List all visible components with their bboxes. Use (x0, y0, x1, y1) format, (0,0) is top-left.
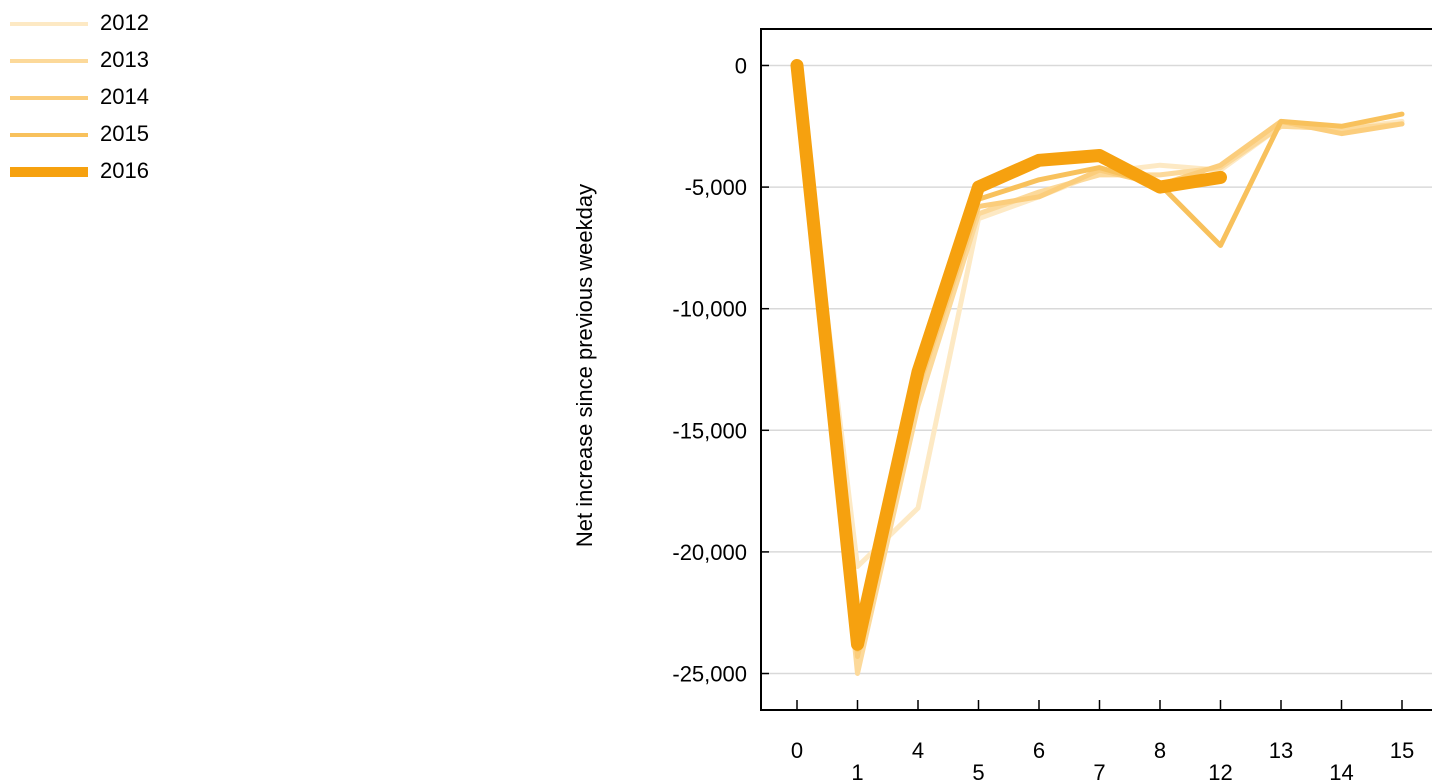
legend-swatch (10, 167, 88, 177)
y-tick-label-3: -15,000 (672, 418, 747, 443)
legend-item-2014: 2014 (10, 82, 210, 119)
legend-label: 2014 (100, 84, 149, 109)
legend-label: 2012 (100, 10, 149, 35)
y-tick-label-2: -10,000 (672, 297, 747, 322)
legend-item-2012: 2012 (10, 8, 210, 45)
legend-item-2016: 2016 (10, 156, 210, 193)
legend-label: 2016 (100, 158, 149, 183)
y-tick-label-5: -25,000 (672, 662, 747, 687)
x-tick-label-0: 0 (791, 738, 803, 763)
y-tick-label-1: -5,000 (685, 175, 747, 200)
chart-legend: 2012 2013 2014 2015 2016 (10, 8, 210, 193)
x-tick-label-7: 12 (1208, 760, 1232, 783)
x-tick-label-2: 4 (912, 738, 924, 763)
plot-frame (760, 28, 1432, 711)
legend-swatch (10, 22, 88, 26)
y-tick-label-4: -20,000 (672, 540, 747, 565)
x-tick-label-5: 7 (1093, 760, 1105, 783)
x-tick-label-8: 13 (1269, 738, 1293, 763)
legend-swatch (10, 96, 88, 100)
x-tick-label-6: 8 (1154, 738, 1166, 763)
legend-label: 2015 (100, 121, 149, 146)
legend-swatch (10, 133, 88, 137)
x-tick-label-10: 15 (1390, 738, 1414, 763)
x-tick-label-1: 1 (851, 760, 863, 783)
series-line-2016 (790, 59, 1227, 651)
x-tick-label-4: 6 (1033, 738, 1045, 763)
legend-label: 2013 (100, 47, 149, 72)
y-axis-title: Net increase since previous weekday (572, 184, 597, 547)
y-tick-label-0: 0 (735, 53, 747, 78)
x-tick-label-9: 14 (1329, 760, 1353, 783)
legend-item-2015: 2015 (10, 119, 210, 156)
legend-swatch (10, 59, 88, 63)
legend-item-2013: 2013 (10, 45, 210, 82)
x-tick-label-3: 5 (972, 760, 984, 783)
